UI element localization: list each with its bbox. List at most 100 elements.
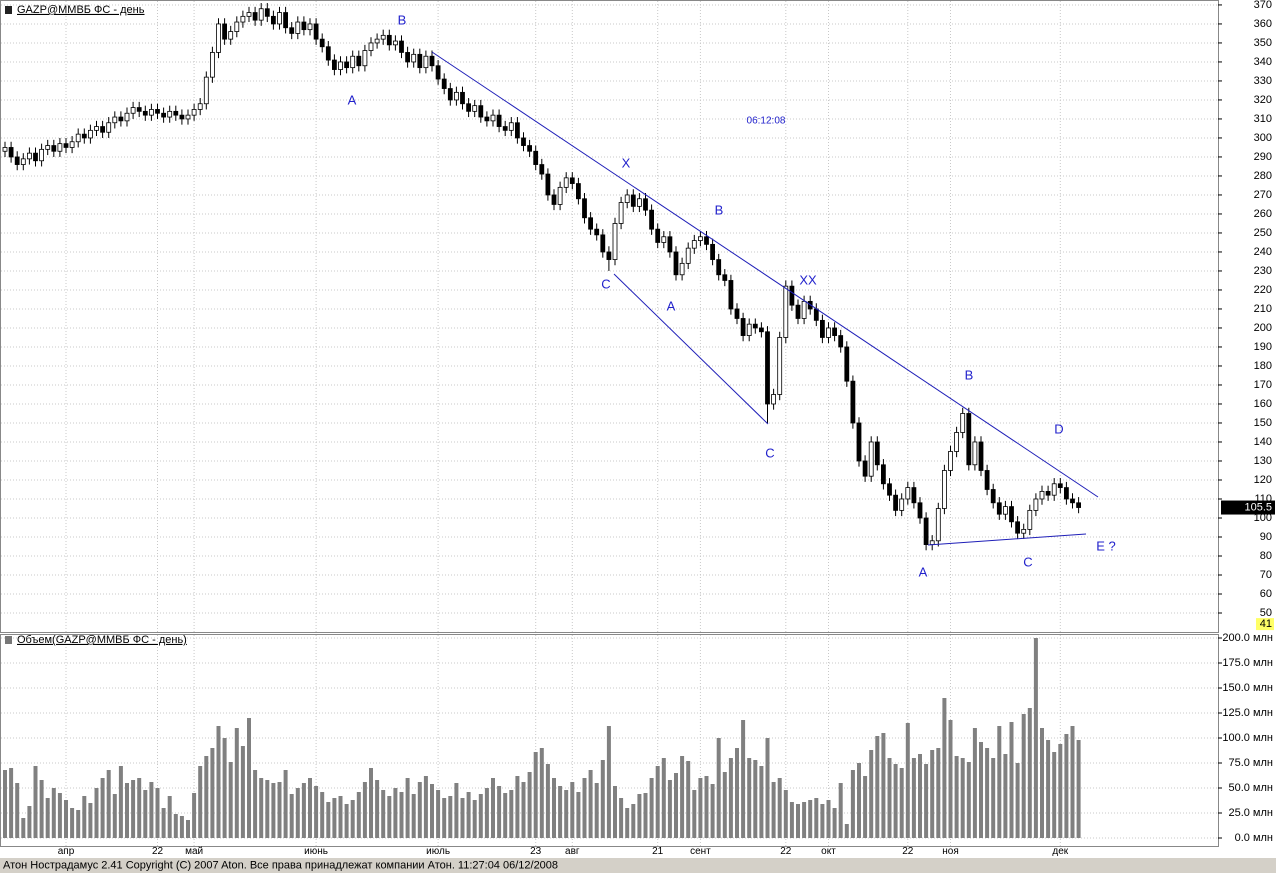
candle-body [728,280,734,310]
candle-body [899,498,905,511]
volume-bar [710,784,715,838]
marks [2,3,1081,838]
candle-body [813,308,819,321]
candle-body [270,15,276,25]
candle-body [874,441,880,466]
volume-bar [1033,638,1038,838]
candle-body [954,432,959,452]
volume-bar [1009,722,1014,838]
volume-bar [271,783,276,838]
candle-body [118,116,124,122]
volume-bar [417,782,422,838]
volume-bar [1021,714,1026,838]
candle-body [45,145,51,150]
candle-body [667,236,673,253]
candle-body [466,103,472,112]
y-tick-label: 130 [1254,455,1272,467]
candle-body [368,42,374,51]
candle-body [746,323,752,336]
volume-bar [887,758,892,838]
volume-bar [600,760,605,838]
volume-bar [777,778,782,838]
candle-body [637,198,642,207]
volume-bar [533,752,538,838]
candle-body [777,337,783,395]
candle-body [539,164,545,175]
candle-body [57,143,63,152]
volume-bar [265,780,270,838]
marker-label: 41 [1260,618,1272,630]
volume-bar [9,768,14,838]
volume-bar [954,756,959,838]
volume-bar [1040,728,1044,838]
candle-body [502,126,508,131]
annotation: C [601,276,610,291]
volume-bar [350,800,355,838]
annotation: C [1023,554,1032,569]
candle-body [881,464,886,485]
volume-bar [253,770,258,838]
candle-body [856,422,862,462]
candle-body [106,122,112,133]
candle-body [203,76,209,105]
volume-bar [1046,740,1051,838]
annotation: A [919,564,928,579]
volume-bar [661,758,666,838]
x-tick-label: апр [58,846,75,857]
candle-body [112,116,118,124]
candle-body [1003,506,1008,515]
x-tick-label: 22 [902,846,914,857]
y-tick-label: 180 [1254,360,1272,372]
candle-body [240,15,246,23]
candle-body [453,91,459,101]
candle-body [1045,490,1051,496]
volume-bar [344,804,349,838]
candle-body [435,65,441,80]
volume-bar [228,762,233,838]
volume-bar [576,792,581,838]
volume-bar [277,782,282,838]
volume-bar [295,788,300,838]
volume-bar [905,723,910,838]
volume-bar [210,748,215,838]
candle-body [75,133,81,143]
volume-bar [979,742,983,838]
volume-bar [942,698,947,838]
volume-bar [850,770,855,838]
volume-bar [985,748,990,838]
candle-body [527,145,532,152]
candle-body [789,285,795,306]
volume-bar [247,718,251,838]
volume-bar [893,764,898,838]
volume-bar [875,736,880,838]
volume-bar [454,783,459,838]
candle-body [1070,498,1075,504]
volume-bar [588,770,593,838]
candle-body [130,107,136,114]
volume-bar [863,776,868,838]
candle-body [661,236,667,243]
candle-body [765,331,770,405]
y-tick-label: 60 [1260,588,1272,600]
volume-bar [741,720,746,838]
price-panel [0,0,1219,633]
annotation: B [965,367,974,382]
volume-bar [735,748,739,838]
volume-bar [430,784,434,838]
volume-bar [966,762,971,838]
y-tick-label: 270 [1254,189,1272,201]
volume-bar [478,794,483,838]
volume-bar [545,764,550,838]
volume-bar [753,760,758,838]
volume-bar [716,738,721,838]
y-tick-label: 290 [1254,151,1272,163]
y-tick-label: 170 [1254,379,1272,391]
candle-body [124,112,130,122]
volume-bar [82,796,87,838]
volume-bar [131,780,136,838]
candle-body [624,194,630,203]
y-tick-label: 220 [1254,284,1272,296]
grid [1,1,1218,846]
candle-body [887,483,892,496]
